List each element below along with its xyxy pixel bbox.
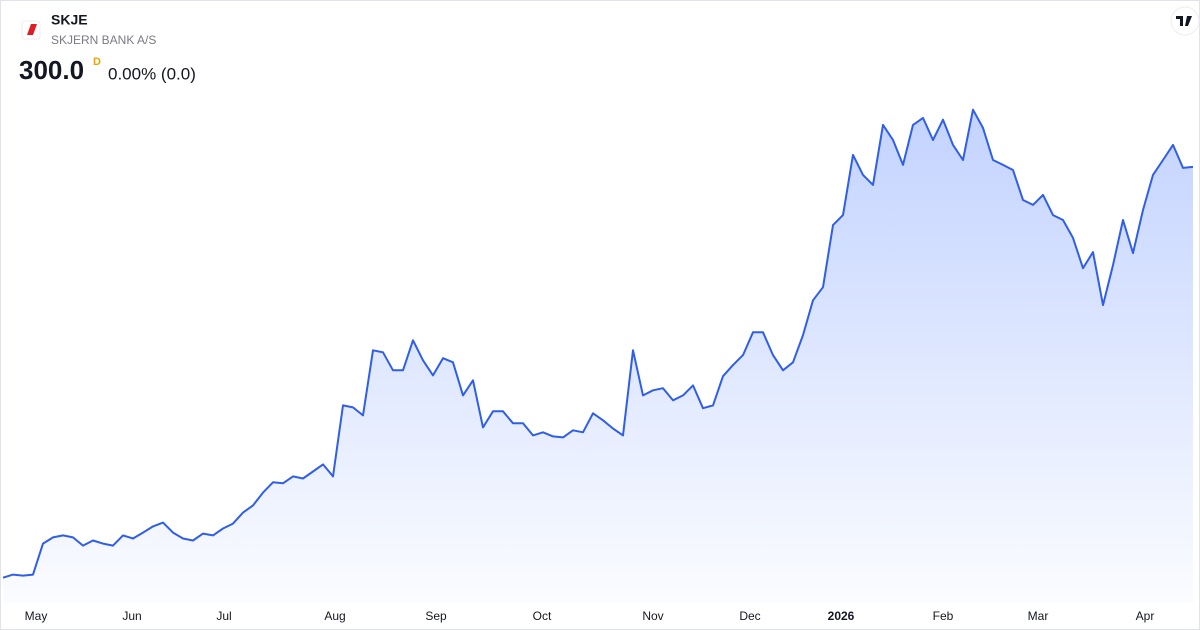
- company-name: SKJERN BANK A/S: [51, 33, 156, 47]
- tv-logo: [1170, 6, 1200, 36]
- x-tick-label: Aug: [324, 609, 345, 623]
- area-fill: [3, 109, 1193, 603]
- x-tick-label: Apr: [1136, 609, 1155, 623]
- symbol: SKJE: [51, 12, 88, 28]
- price-change: 0.00% (0.0): [108, 64, 196, 83]
- x-tick-label: May: [25, 609, 48, 623]
- x-tick-label: Jun: [122, 609, 141, 623]
- price-flag: D: [93, 56, 101, 68]
- x-tick-label: Nov: [642, 609, 663, 623]
- price-line: [2, 108, 1194, 579]
- x-tick-label: Mar: [1028, 609, 1049, 623]
- plot: May Jun Jul Aug Sep Oct Nov Dec 2026 Feb Mar Apr: [2, 108, 1194, 623]
- x-tick-label: Dec: [739, 609, 760, 623]
- logo: [21, 20, 41, 40]
- x-tick-label: Sep: [425, 609, 447, 623]
- x-tick-label: Oct: [533, 609, 552, 623]
- x-tick-label: Feb: [933, 609, 954, 623]
- x-tick-label: Jul: [216, 609, 231, 623]
- x-tick-label: 2026: [828, 609, 855, 623]
- price: 300.0: [19, 55, 84, 85]
